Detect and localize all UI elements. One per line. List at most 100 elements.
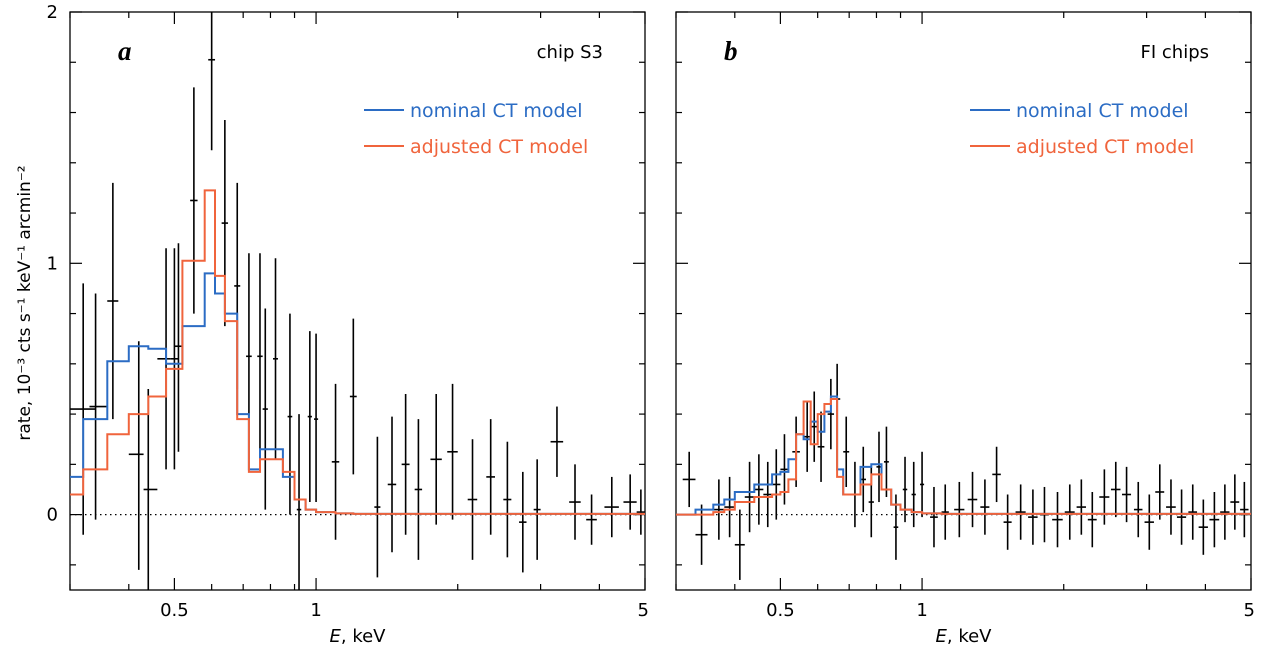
legend-label: adjusted CT model xyxy=(1016,136,1194,158)
data-point xyxy=(1003,494,1012,550)
x-tick-label: 0.5 xyxy=(160,600,189,621)
data-point xyxy=(980,479,990,535)
y-axis-label: rate, 10⁻³ cts s⁻¹ keV⁻¹ arcmin⁻² xyxy=(15,165,35,440)
legend-entry: nominal CT model xyxy=(970,100,1189,122)
data-point xyxy=(107,182,119,420)
data-point xyxy=(911,461,916,528)
x-axis-label-unit: , keV xyxy=(947,626,992,647)
data-point xyxy=(349,318,357,475)
data-point xyxy=(967,471,978,528)
data-point xyxy=(744,461,755,533)
data-point xyxy=(519,471,527,573)
data-point xyxy=(157,248,171,470)
data-point xyxy=(1028,489,1038,545)
data-point xyxy=(1052,491,1063,548)
y-tick-label: 2 xyxy=(47,2,58,23)
legend-label: adjusted CT model xyxy=(410,136,588,158)
x-tick-label: 1 xyxy=(310,600,321,621)
data-point xyxy=(257,253,263,460)
data-point xyxy=(780,434,789,505)
plot-frame xyxy=(69,11,646,591)
data-point xyxy=(401,393,410,535)
data-point xyxy=(190,87,198,314)
data-point xyxy=(1133,481,1143,538)
x-axis-label-unit: , keV xyxy=(341,626,386,647)
data-point xyxy=(682,451,696,508)
nominal-model-curve xyxy=(70,272,645,515)
panel-title: chip S3 xyxy=(537,42,603,63)
legend-label: nominal CT model xyxy=(1016,100,1189,122)
data-point xyxy=(272,258,278,460)
x-tick-label: 5 xyxy=(638,600,649,621)
x-tick-label: 0.5 xyxy=(766,600,795,621)
data-point xyxy=(1015,484,1026,540)
data-point xyxy=(1209,491,1220,548)
data-point xyxy=(374,436,381,578)
data-point xyxy=(636,489,645,535)
data-point xyxy=(307,331,312,503)
data-point xyxy=(930,486,938,548)
data-point xyxy=(128,341,144,570)
data-point xyxy=(1144,494,1154,550)
data-point xyxy=(902,456,908,523)
data-point xyxy=(174,243,183,452)
adjusted-model-curve xyxy=(676,398,1251,516)
data-point xyxy=(992,446,1001,503)
data-point xyxy=(414,419,423,560)
data-point xyxy=(586,494,597,545)
x-axis-label-symbol: E xyxy=(936,626,948,647)
x-axis-label: E, keV xyxy=(936,626,993,647)
data-point xyxy=(754,454,764,525)
y-tick-label: 0 xyxy=(47,505,58,526)
data-point xyxy=(143,388,158,590)
data-point xyxy=(1176,489,1187,545)
panel-b: 0.5 1 5 E, keV b FI chips nominal CT model adju… xyxy=(675,11,1255,647)
data-point xyxy=(314,333,319,503)
data-point xyxy=(763,461,773,528)
data-point xyxy=(1230,474,1240,530)
data-point xyxy=(724,476,735,538)
data-point xyxy=(1087,491,1097,548)
data-point xyxy=(89,293,108,520)
data-point xyxy=(331,383,340,540)
data-point xyxy=(883,426,889,498)
data-point xyxy=(920,451,925,518)
data-point xyxy=(623,474,637,530)
data-point xyxy=(170,248,179,470)
data-point xyxy=(467,439,478,560)
data-point xyxy=(550,406,564,477)
data-point xyxy=(1064,484,1075,540)
legend-entry: adjusted CT model xyxy=(970,136,1194,158)
data-point xyxy=(287,313,293,515)
panel-a: 0 1 2 0.5 1 5 E, keV a chip S3 nominal CT model ad… xyxy=(47,2,649,647)
data-point xyxy=(387,416,397,553)
data-point xyxy=(803,401,811,472)
panel-letter: a xyxy=(118,36,132,66)
legend-entry: nominal CT model xyxy=(364,100,583,122)
data-point xyxy=(503,441,512,558)
x-axis-label: E, keV xyxy=(330,626,387,647)
legend-entry: adjusted CT model xyxy=(364,136,588,158)
data-point xyxy=(810,391,818,462)
x-axis-label-symbol: E xyxy=(330,626,342,647)
data-point xyxy=(296,414,302,590)
data-point xyxy=(843,416,850,487)
legend-label: nominal CT model xyxy=(410,100,583,122)
data-point xyxy=(430,393,442,525)
data-point xyxy=(772,449,781,520)
data-point xyxy=(262,308,268,510)
data-point xyxy=(827,378,835,450)
data-point xyxy=(70,283,96,535)
plot-frame xyxy=(675,11,1252,591)
data-point xyxy=(447,383,458,520)
data-point xyxy=(1240,481,1249,538)
data-point xyxy=(817,411,825,482)
panel-letter: b xyxy=(724,36,738,66)
data-point xyxy=(1155,464,1165,520)
data-point xyxy=(1220,484,1230,540)
data-point xyxy=(1166,479,1176,535)
x-tick-label: 1 xyxy=(916,600,927,621)
adjusted-model-curve xyxy=(70,189,645,515)
panel-title: FI chips xyxy=(1141,42,1210,63)
